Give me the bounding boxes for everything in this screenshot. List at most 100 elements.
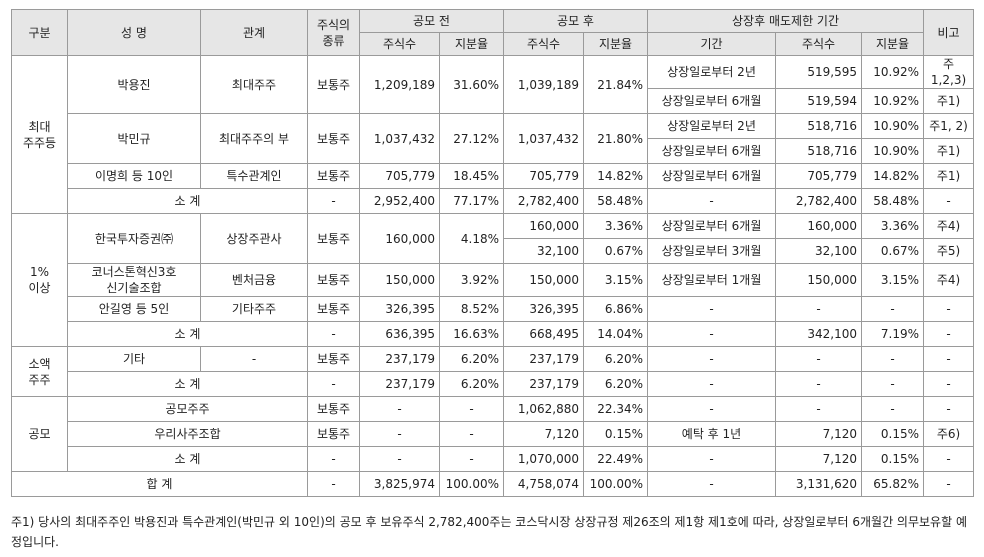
table-cell: 1,039,189 [503, 55, 584, 114]
table-cell: 주1) [923, 88, 975, 114]
table-cell: 안길영 등 5인 [67, 296, 201, 322]
table-cell: 3.36% [583, 213, 648, 239]
table-cell: 65.82% [860, 471, 925, 497]
table-cell: 1,070,000 [503, 446, 584, 472]
header-cell: 주식의 종류 [307, 9, 360, 56]
table-cell: 상장일로부터 1개월 [647, 263, 776, 297]
table-cell: - [439, 396, 504, 422]
table-cell: - [359, 421, 440, 447]
table-cell: 최대주주의 부 [200, 113, 308, 164]
table-cell: 14.82% [860, 163, 925, 189]
table-cell: 보통주 [307, 213, 360, 264]
table-cell: 소 계 [67, 321, 308, 347]
table-cell: 이명희 등 10인 [67, 163, 201, 189]
table-wrap: 구분 성 명 관계 주식의 종류 공모 전 공모 후 상장후 매도제한 기간 비… [11, 9, 975, 497]
table-cell: 기타주주 [200, 296, 308, 322]
table-cell: 상장일로부터 2년 [647, 113, 776, 139]
table-row: 안길영 등 5인 기타주주 보통주 326,395 8.52% 326,395 6.86% -… [12, 296, 975, 322]
table-cell: 160,000 [359, 213, 440, 264]
table-cell: - [775, 396, 862, 422]
table-cell: 특수관계인 [200, 163, 308, 189]
table-cell: 10.92% [860, 88, 925, 114]
table-cell: - [923, 321, 975, 347]
table-cell: - [923, 446, 975, 472]
table-cell: - [923, 371, 975, 397]
table-cell: - [647, 188, 776, 214]
table-cell: 58.48% [583, 188, 648, 214]
table-cell: - [647, 371, 776, 397]
table-row: 상장일로부터 6개월 519,594 10.92% 주1) [12, 88, 975, 114]
table-cell: 상장주관사 [200, 213, 308, 264]
header-cell: 기간 [647, 32, 776, 56]
table-cell: 342,100 [775, 321, 862, 347]
table-cell: 4.18% [439, 213, 504, 264]
table-cell: - [359, 396, 440, 422]
table-cell: 21.80% [583, 113, 648, 164]
table-cell: 636,395 [359, 321, 440, 347]
table-cell: 6.20% [583, 371, 648, 397]
table-cell: 보통주 [307, 396, 360, 422]
table-cell: - [775, 371, 862, 397]
header-cell: 주식수 [359, 32, 440, 56]
table-cell: 518,716 [775, 138, 862, 164]
header-cell: 지분율 [583, 32, 648, 56]
table-cell: 기타 [67, 346, 201, 372]
table-cell: 1,062,880 [503, 396, 584, 422]
table-cell: - [439, 421, 504, 447]
table-cell: - [775, 346, 862, 372]
table-cell: 소액 주주 [11, 346, 68, 397]
table-cell: 소 계 [67, 446, 308, 472]
table-cell: 150,000 [503, 263, 584, 297]
table-cell: 160,000 [503, 213, 584, 239]
table-cell: 519,594 [775, 88, 862, 114]
table-cell: 주1) [923, 138, 975, 164]
table-cell: 7,120 [775, 421, 862, 447]
table-row: 박민규 최대주주의 부 보통주 1,037,432 27.12% 1,037,432 21.… [12, 113, 975, 164]
table-cell: 7,120 [775, 446, 862, 472]
table-cell: 소 계 [67, 188, 308, 214]
table-cell: 3.15% [860, 263, 925, 297]
table-row: 공모 공모주주 보통주 - -1,062,880 22.34% - - - - [11, 396, 975, 472]
table-cell: 326,395 [503, 296, 584, 322]
table-cell: 보통주 [307, 113, 360, 164]
table-cell: 519,595 [775, 55, 862, 89]
table-cell: 최대주주 [200, 55, 308, 114]
table-cell: 8.52% [439, 296, 504, 322]
table-row: 소 계 -636,395 16.63% 668,495 14.04% -342,100 7.… [12, 321, 975, 347]
table-cell: 주4) [923, 213, 975, 239]
table-cell: 27.12% [439, 113, 504, 164]
table-cell: 예탁 후 1년 [647, 421, 776, 447]
table-cell: 보통주 [307, 163, 360, 189]
table-cell: - [647, 296, 776, 322]
table-cell: 237,179 [503, 346, 584, 372]
table-cell: - [860, 346, 925, 372]
table-cell: 6.86% [583, 296, 648, 322]
header-cell: 공모 전 [359, 9, 504, 33]
table-cell: 6.20% [439, 346, 504, 372]
table-row: 소 계 - - -1,070,000 22.49% -7,120 0.15% - [12, 446, 975, 472]
table-row: 소 계 -237,179 6.20% 237,179 6.20% - - - - [12, 371, 975, 397]
table-cell: 237,179 [503, 371, 584, 397]
table-cell: 주4) [923, 263, 975, 297]
header-cell: 비고 [923, 9, 975, 56]
table-cell: 3,825,974 [359, 471, 440, 497]
table-cell: 상장일로부터 6개월 [647, 138, 776, 164]
table-cell: - [647, 346, 776, 372]
table-cell: 150,000 [359, 263, 440, 297]
table-cell: 주1, 2) [923, 113, 975, 139]
table-row: 32,100 0.67% 상장일로부터 3개월 32,100 0.67% 주5) [12, 238, 975, 264]
header-cell: 지분율 [860, 32, 925, 56]
table-cell: 6.20% [583, 346, 648, 372]
table-cell: 보통주 [307, 263, 360, 297]
table-cell: 소 계 [67, 371, 308, 397]
table-cell: 150,000 [775, 263, 862, 297]
table-cell: 7,120 [503, 421, 584, 447]
table-cell: 518,716 [775, 113, 862, 139]
table-cell: - [439, 446, 504, 472]
table-cell: 22.49% [583, 446, 648, 472]
header-cell: 관계 [200, 9, 308, 56]
table-cell: 6.20% [439, 371, 504, 397]
table-cell: 보통주 [307, 296, 360, 322]
table-cell: 237,179 [359, 346, 440, 372]
table-cell: 1,037,432 [359, 113, 440, 164]
